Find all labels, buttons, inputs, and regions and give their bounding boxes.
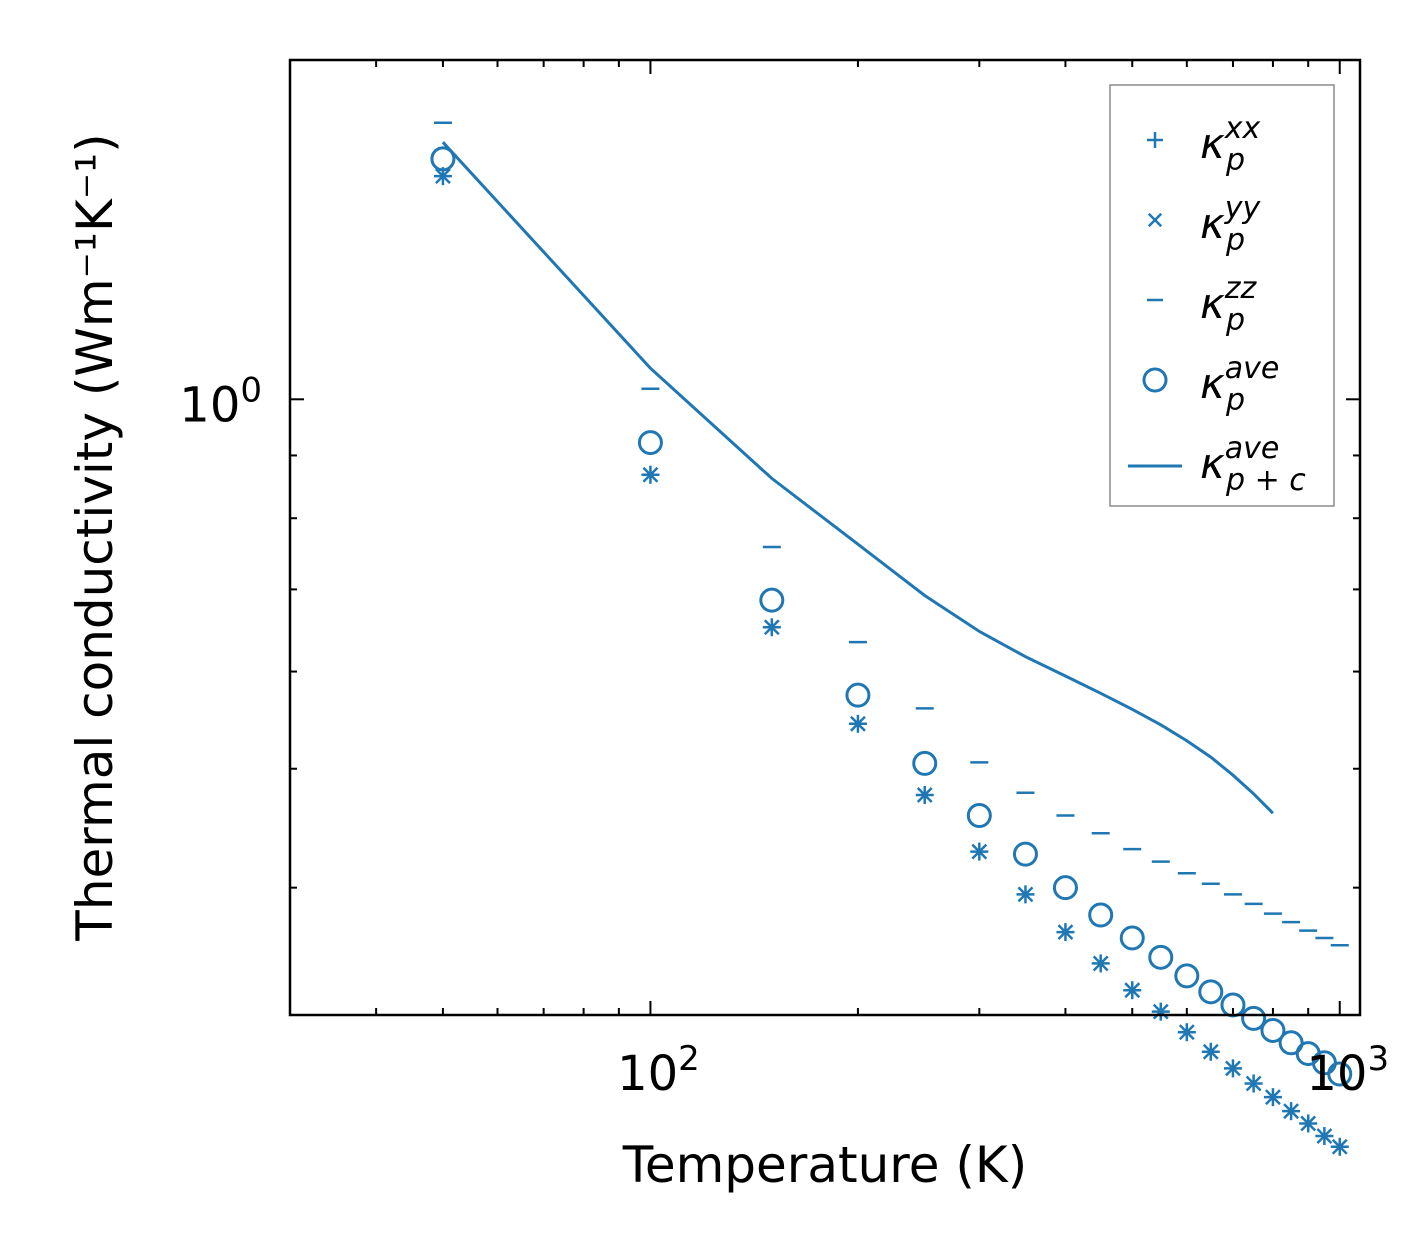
legend-label: κave p	[1200, 351, 1279, 418]
data-point-x	[1265, 1089, 1281, 1106]
data-point-circle	[430, 146, 456, 172]
data-point-circle	[1148, 944, 1174, 970]
data-point-x	[1225, 1060, 1241, 1077]
series-x	[435, 168, 1348, 1155]
data-point-circle	[1119, 925, 1145, 951]
data-point-x	[1245, 1075, 1262, 1092]
data-point-x	[1300, 1115, 1317, 1132]
data-point-x	[850, 715, 866, 732]
data-point-circle	[912, 750, 938, 776]
data-point-x	[1316, 1128, 1333, 1144]
data-point-circle	[1260, 1017, 1286, 1043]
legend-label: κxx p	[1200, 111, 1261, 178]
data-point-x	[1152, 1003, 1169, 1020]
data-point-x	[1017, 886, 1034, 903]
data-point-circle	[759, 587, 785, 613]
data-point-x	[435, 168, 451, 185]
legend-label: κzz p	[1200, 271, 1258, 338]
legend-x-marker	[1147, 212, 1163, 228]
data-point-circle	[637, 430, 663, 456]
data-point-circle	[1088, 902, 1114, 928]
data-point-x	[1283, 1103, 1299, 1120]
tick-labels: 102 103 100	[179, 370, 1389, 1102]
y-tick-label: 100	[179, 370, 262, 433]
series-line	[441, 141, 1274, 815]
legend-box	[1109, 84, 1335, 507]
data-point-circle	[966, 803, 992, 829]
x-axis-label: Temperature (K)	[622, 1136, 1027, 1194]
data-point-x	[1057, 924, 1074, 941]
data-point-circle	[1052, 875, 1078, 901]
data-point-x	[1124, 982, 1141, 999]
data-point-circle	[1327, 1061, 1353, 1087]
data-point-x	[1092, 955, 1109, 972]
legend: κxx p κyy p κzz p κave p κave p + c	[1109, 84, 1335, 507]
data-series	[430, 121, 1353, 1156]
y-axis-label: Thermal conductivity (Wm⁻¹K⁻¹)	[66, 133, 124, 941]
x-tick-label: 103	[1306, 1039, 1389, 1102]
data-point-circle	[1241, 1005, 1267, 1031]
data-point-circle	[1012, 841, 1038, 867]
data-point-x	[642, 466, 659, 483]
legend-label: κave p + c	[1200, 431, 1306, 498]
data-point-x	[1202, 1043, 1219, 1060]
data-point-x	[1331, 1138, 1348, 1155]
data-point-circle	[1198, 979, 1224, 1005]
data-point-circle	[1174, 963, 1200, 989]
legend-circle-marker	[1142, 367, 1168, 393]
data-point-circle	[845, 682, 871, 708]
legend-plus-marker	[1147, 132, 1163, 148]
series-hline	[433, 121, 1349, 947]
series-circle	[430, 146, 1353, 1087]
plot-frame	[288, 58, 1362, 1017]
series-line-kappa-p-c-ave	[441, 141, 1274, 815]
legend-label: κyy p	[1200, 191, 1262, 258]
x-tick-label: 102	[617, 1039, 700, 1102]
data-point-x	[916, 787, 933, 803]
data-point-x	[971, 843, 988, 860]
data-point-x	[763, 619, 780, 636]
data-point-x	[1178, 1024, 1195, 1041]
